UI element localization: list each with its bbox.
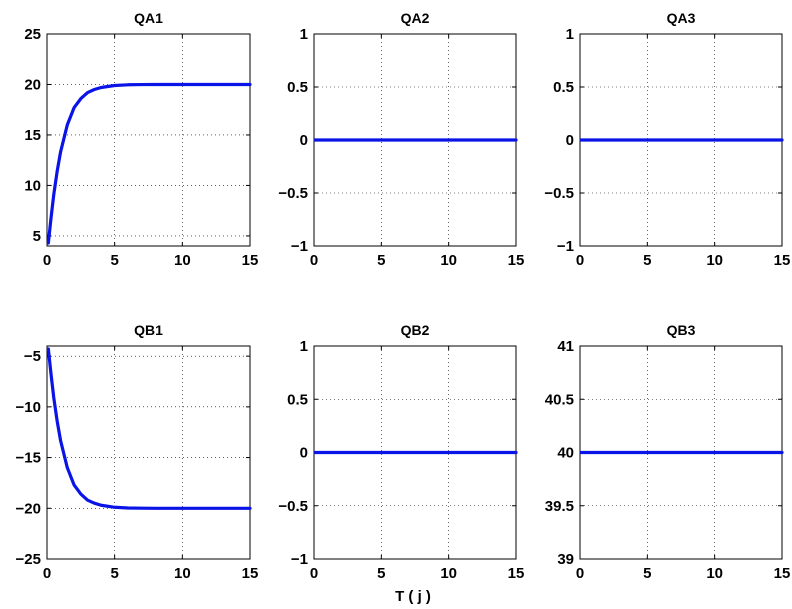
x-tick-label: 0	[576, 252, 584, 269]
x-tick-label: 10	[174, 252, 191, 269]
x-tick-label: 10	[706, 252, 723, 269]
y-tick-label: 0	[300, 445, 308, 462]
subplot-qb3: 0 5 10 15 39 39.5 40 40.5 41 QB3	[545, 322, 791, 582]
y-tick-label: 39	[557, 551, 574, 568]
y-tick-label: −5	[24, 348, 41, 365]
x-tick-label: 5	[110, 565, 118, 582]
x-tick-label: 10	[440, 565, 457, 582]
y-tick-label: −0.5	[278, 498, 308, 515]
series-line	[46, 82, 252, 245]
x-tick-label: 0	[43, 252, 51, 269]
x-tick-label: 5	[643, 252, 651, 269]
y-tick-label: 1	[566, 26, 574, 43]
x-tick-label: 5	[377, 565, 385, 582]
subplot-qb2: 0 5 10 15 −1 −0.5 0 0.5 1 QB2	[278, 322, 524, 582]
x-tick-label: 10	[440, 252, 457, 269]
subplot-title: QB1	[134, 322, 163, 338]
y-tick-label: 0.5	[287, 391, 308, 408]
y-tick-label: 40	[557, 445, 574, 462]
subplot-title: QA2	[401, 10, 430, 26]
x-tick-label: 0	[310, 252, 318, 269]
x-tick-label: 5	[110, 252, 118, 269]
y-tick-label: 5	[33, 228, 41, 245]
x-tick-label: 0	[576, 565, 584, 582]
x-tick-label: 15	[774, 252, 791, 269]
x-tick-label: 15	[508, 565, 525, 582]
y-tick-label: 39.5	[545, 498, 574, 515]
y-tick-label: −0.5	[278, 185, 308, 202]
y-tick-label: −0.5	[544, 185, 574, 202]
y-tick-label: −20	[16, 500, 41, 517]
x-tick-label: 0	[43, 565, 51, 582]
y-tick-label: −25	[16, 551, 41, 568]
x-axis-label: T ( j )	[395, 588, 431, 605]
subplot-title: QA1	[134, 10, 163, 26]
y-tick-label: 10	[24, 177, 41, 194]
y-tick-label: 0	[300, 132, 308, 149]
x-tick-label: 5	[643, 565, 651, 582]
x-tick-label: 15	[508, 252, 525, 269]
y-tick-label: −1	[557, 238, 574, 255]
y-tick-label: 1	[300, 338, 308, 355]
y-tick-label: 41	[557, 338, 574, 355]
y-tick-label: −1	[291, 551, 308, 568]
y-tick-label: −15	[16, 450, 41, 467]
x-tick-label: 15	[242, 565, 259, 582]
subplot-qa3: 0 5 10 15 −1 −0.5 0 0.5 1 QA3	[544, 10, 790, 269]
subplot-qb1: 0 5 10 15 −25 −20 −15 −10 −5 QB1	[16, 322, 259, 582]
y-tick-label: 1	[300, 26, 308, 43]
y-tick-label: −1	[291, 238, 308, 255]
plot-area	[46, 33, 251, 247]
series-line	[46, 347, 252, 510]
y-tick-label: 0.5	[553, 79, 574, 96]
y-tick-label: 40.5	[545, 391, 574, 408]
y-tick-label: 0.5	[287, 79, 308, 96]
subplot-title: QB2	[401, 322, 430, 338]
plot-area	[46, 345, 251, 560]
x-tick-label: 5	[377, 252, 385, 269]
subplot-title: QB3	[667, 322, 696, 338]
subplot-qa2: 0 5 10 15 −1 −0.5 0 0.5 1 QA2	[278, 10, 524, 269]
x-tick-label: 10	[174, 565, 191, 582]
x-tick-label: 10	[706, 565, 723, 582]
x-tick-label: 0	[310, 565, 318, 582]
x-tick-label: 15	[242, 252, 259, 269]
y-tick-label: 15	[24, 127, 41, 144]
y-tick-label: −10	[16, 399, 41, 416]
subplot-title: QA3	[667, 10, 696, 26]
y-tick-label: 25	[24, 26, 41, 43]
y-tick-label: 20	[24, 76, 41, 93]
y-tick-label: 0	[566, 132, 574, 149]
x-tick-label: 15	[774, 565, 791, 582]
